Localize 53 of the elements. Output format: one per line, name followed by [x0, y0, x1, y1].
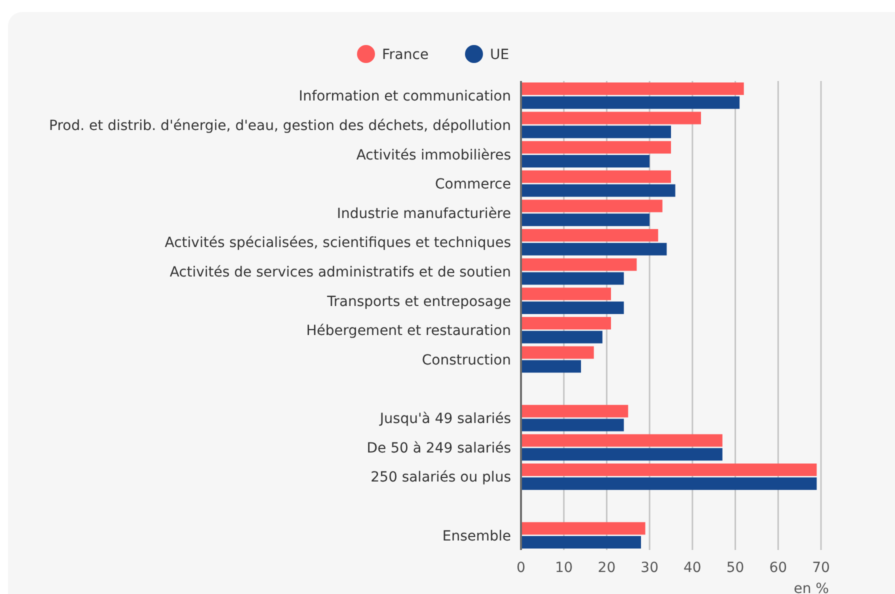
bar: [521, 82, 744, 95]
bar: [521, 126, 671, 138]
bar: [521, 346, 594, 359]
y-tick-label: De 50 à 249 salariés: [366, 440, 511, 456]
bar: [521, 434, 722, 447]
bar: [521, 360, 581, 373]
bar: [521, 522, 646, 535]
bar: [521, 418, 624, 432]
y-tick-label: Transports et entreposage: [326, 294, 511, 310]
x-tick-label: 60: [769, 560, 788, 576]
y-tick-label: 250 salariés ou plus: [370, 470, 511, 486]
x-tick-label: 30: [640, 560, 658, 576]
bar: [521, 184, 676, 197]
y-tick-label: Commerce: [435, 176, 511, 193]
bar: [521, 229, 658, 242]
bar: [521, 200, 662, 212]
bar: [521, 288, 611, 300]
x-tick-label: 40: [684, 560, 702, 576]
bar: [521, 477, 817, 490]
bar: [521, 242, 667, 256]
y-tick-label: Activités de services administratifs et de soutien: [170, 264, 511, 281]
bar: [521, 448, 722, 461]
legend-label: UE: [490, 47, 510, 63]
y-tick-label: Ensemble: [442, 528, 511, 544]
y-tick-label: Activités immobilières: [356, 147, 511, 164]
x-tick-label: 10: [554, 560, 573, 576]
x-axis-title: en %: [794, 581, 829, 594]
bar: [521, 404, 628, 418]
y-tick-label: Industrie manufacturière: [336, 206, 511, 222]
y-tick-label: Information et communication: [298, 88, 511, 105]
y-tick-label: Hébergement et restauration: [306, 323, 511, 340]
y-tick-label: Jusqu'à 49 salariés: [378, 411, 511, 428]
bar: [521, 258, 637, 271]
bar: [521, 272, 624, 285]
bar: [521, 536, 641, 549]
x-tick-label: 50: [726, 560, 744, 576]
bar: [521, 302, 624, 314]
bar: [521, 141, 671, 154]
x-tick-label: 20: [598, 560, 616, 576]
y-tick-label: Prod. et distrib. d'énergie, d'eau, gestion des déchets, dépollution: [49, 118, 511, 134]
x-tick-label: 70: [812, 560, 830, 576]
bar: [521, 330, 602, 344]
bar: [521, 464, 817, 476]
bar: [521, 214, 650, 226]
y-tick-label: Construction: [422, 352, 511, 368]
bar: [521, 96, 740, 109]
legend-label: France: [382, 47, 429, 63]
bar: [521, 170, 671, 183]
bar: [521, 112, 701, 124]
y-tick-label: Activités spécialisées, scientifiques et techniques: [164, 235, 511, 252]
x-tick-label: 0: [516, 560, 526, 576]
bar: [521, 316, 611, 330]
bar: [521, 154, 650, 168]
